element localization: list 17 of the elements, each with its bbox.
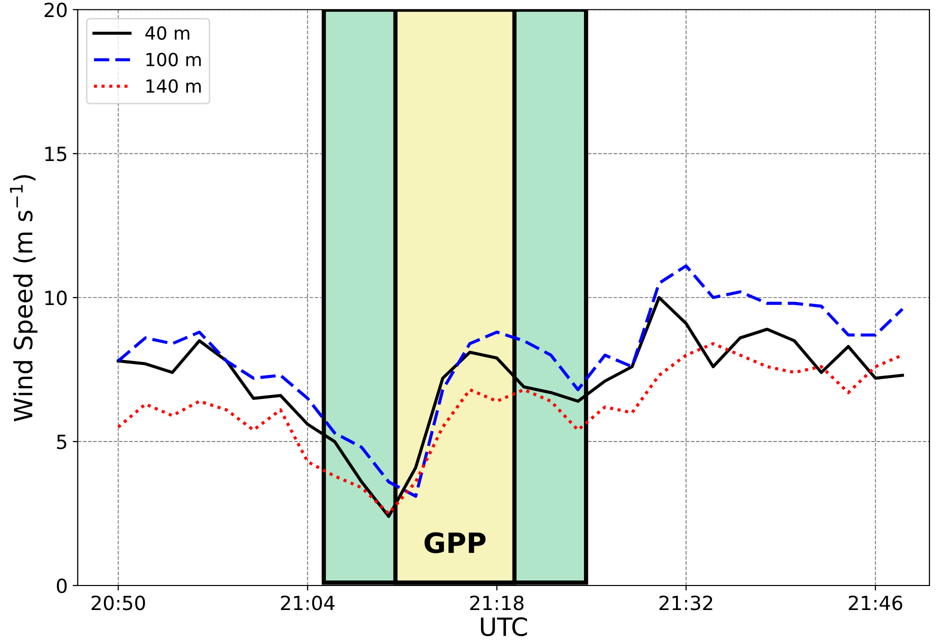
band-label: GPP (424, 532, 486, 554)
y-tick-label: 10 (45, 290, 67, 306)
legend-label: 140 m (146, 79, 201, 93)
legend-label: 40 m (145, 26, 190, 40)
x-tick-label: 20:50 (92, 596, 145, 610)
x-tick-label: 21:18 (470, 596, 524, 610)
y-tick-label: 5 (57, 434, 66, 450)
y-axis-title: Wind Speed (m s$^{−1}$) (10, 175, 38, 422)
line-series (116, 264, 904, 498)
y-tick-label: 0 (56, 578, 67, 594)
y-tick-label: 20 (44, 2, 67, 18)
x-tick-label: 21:46 (848, 596, 902, 610)
x-tick-label: 21:04 (280, 596, 335, 610)
x-tick-label: 21:32 (659, 596, 712, 610)
legend-label: 100 m (146, 52, 201, 66)
x-axis-title: UTC (480, 617, 527, 636)
y-tick-label: 15 (45, 146, 66, 162)
